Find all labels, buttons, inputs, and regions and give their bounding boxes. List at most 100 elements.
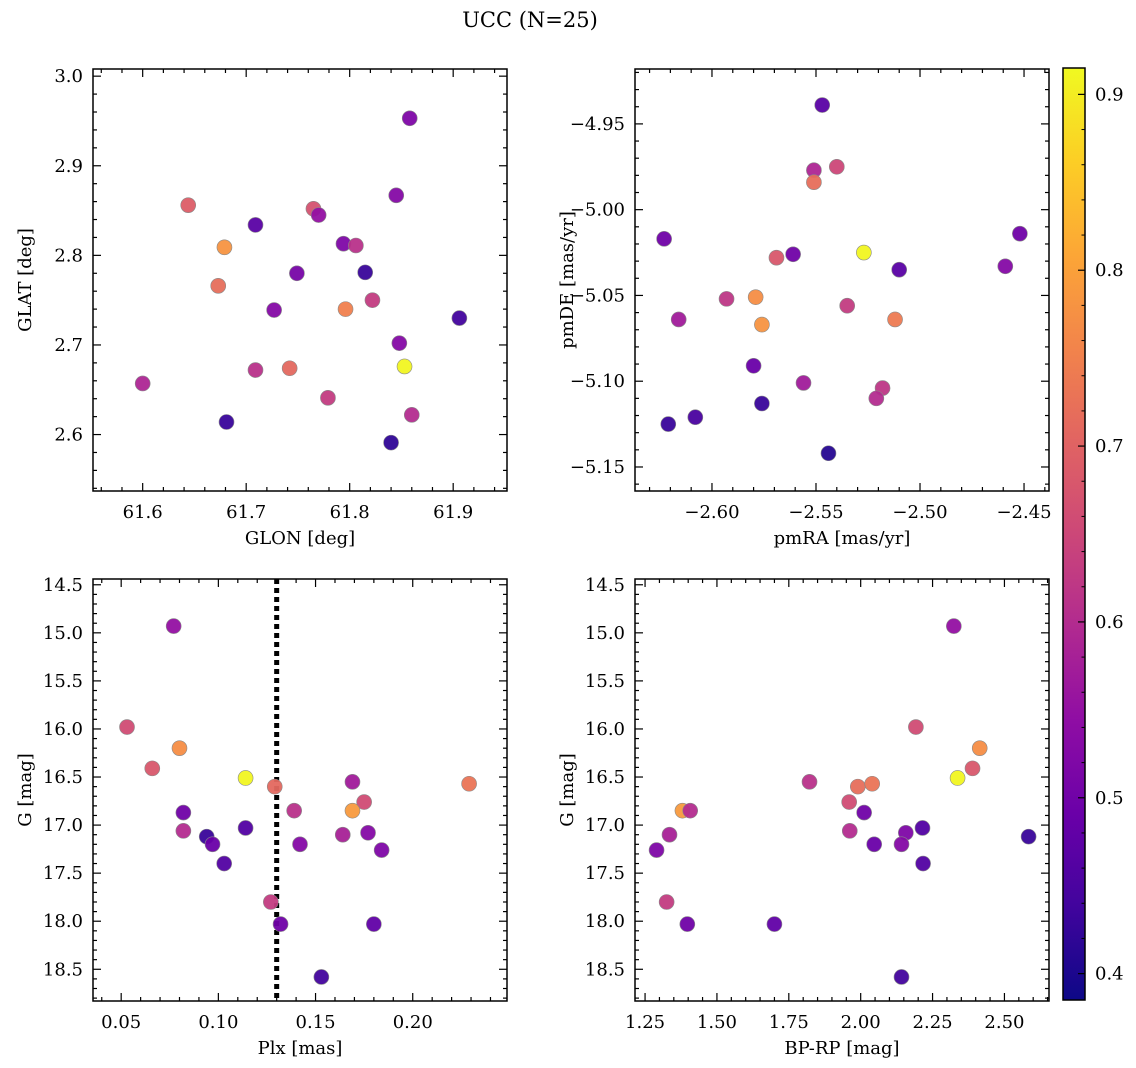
y-tick-label: 15.0 — [585, 623, 625, 644]
x-tick-label: 61.9 — [433, 502, 473, 523]
scatter-point — [266, 302, 282, 318]
x-tick-label: 0.10 — [198, 1012, 238, 1033]
x-axis-label: BP-RP [mag] — [784, 1038, 899, 1059]
scatter-point — [175, 823, 192, 839]
scatter-point — [806, 174, 822, 191]
x-axis-label: pmRA [mas/yr] — [774, 528, 911, 549]
scatter-point — [841, 823, 858, 839]
scatter-point — [180, 197, 197, 213]
x-tick-label: 61.7 — [226, 502, 266, 523]
y-axis-label: pmDE [mas/yr] — [557, 211, 578, 349]
colorbar-tick-label: 0.5 — [1095, 788, 1124, 809]
scatter-point — [165, 618, 182, 634]
scatter-point — [364, 292, 381, 308]
y-tick-label: −5.00 — [570, 200, 625, 221]
scatter-point — [839, 297, 856, 314]
colorbar-tick-label: 0.4 — [1095, 964, 1124, 985]
y-tick-label: 17.0 — [43, 815, 83, 836]
scatter-point — [866, 836, 883, 853]
scatter-point — [388, 187, 405, 204]
scatter-point — [266, 778, 283, 795]
y-tick-label: 16.0 — [43, 719, 83, 740]
scatter-point — [660, 416, 677, 432]
y-tick-label: 18.5 — [585, 959, 625, 980]
scatter-point — [971, 740, 988, 756]
scatter-point — [648, 842, 665, 858]
scatter-point — [119, 719, 135, 735]
colorbar: 0.4 0.5 0.6 0.7 0.8 0.9 — [1062, 67, 1124, 1001]
x-tick-label: 0.20 — [393, 1012, 433, 1033]
scatter-point — [964, 760, 981, 777]
axes-frame — [92, 578, 508, 1002]
scatter-panel-4: 1.25 1.50 1.75 2.00 2.25 2.50 14.5 15.0 15.5 16.0… — [557, 575, 1050, 1059]
scatter-point — [893, 969, 910, 985]
scatter-point — [670, 311, 687, 328]
scatter-point — [915, 855, 931, 872]
y-tick-label: 17.5 — [43, 863, 83, 884]
x-tick-label: 0.05 — [101, 1012, 141, 1033]
scatter-point — [144, 760, 161, 777]
scatter-point — [237, 820, 254, 836]
scatter-point — [679, 916, 696, 932]
scatter-point — [718, 291, 735, 307]
scatter-point — [841, 794, 857, 810]
scatter-point — [396, 358, 413, 375]
scatter-point — [210, 278, 227, 294]
scatter-point — [461, 775, 477, 792]
axes-frame — [92, 68, 508, 492]
scatter-point — [856, 804, 872, 821]
x-tick-label: 61.8 — [330, 502, 370, 523]
scatter-point — [891, 261, 908, 278]
x-tick-label: 2.00 — [841, 1012, 881, 1033]
scatter-point — [745, 357, 762, 374]
x-tick-label: 1.50 — [697, 1012, 737, 1033]
scatter-point — [682, 802, 699, 819]
scatter-point — [946, 618, 962, 634]
x-tick-label: 2.50 — [984, 1012, 1024, 1033]
colorbar-tick-label: 0.9 — [1095, 84, 1124, 105]
scatter-point — [661, 826, 678, 843]
scatter-point — [887, 311, 903, 328]
x-tick-label: 1.25 — [625, 1012, 665, 1033]
scatter-point — [658, 894, 675, 910]
axes-frame — [634, 578, 1050, 1002]
scatter-point — [820, 445, 837, 462]
scatter-point — [218, 414, 235, 430]
axes-frame — [634, 68, 1050, 492]
scatter-point — [401, 110, 418, 127]
y-tick-label: 2.6 — [54, 425, 83, 446]
scatter-point — [289, 265, 305, 282]
scatter-point — [383, 434, 399, 451]
scatter-point — [344, 802, 361, 819]
scatter-point — [893, 836, 910, 853]
y-tick-label: 3.0 — [54, 66, 83, 87]
axis-ticks — [635, 579, 1049, 1001]
y-tick-label: 2.8 — [54, 245, 83, 266]
scatter-point — [814, 97, 831, 113]
scatter-point — [216, 239, 233, 256]
scatter-point — [175, 804, 192, 821]
scatter-point — [344, 774, 361, 790]
y-axis-label: G [mag] — [15, 753, 36, 826]
scatter-point — [403, 407, 420, 423]
scatter-point — [868, 390, 885, 407]
scatter-point — [754, 316, 770, 333]
y-tick-label: 2.7 — [54, 335, 83, 356]
scatter-point — [949, 770, 966, 786]
scatter-point — [263, 894, 279, 910]
colorbar-tick-label: 0.6 — [1095, 612, 1124, 633]
scatter-point — [766, 916, 783, 932]
scatter-point — [281, 360, 298, 377]
y-tick-label: 15.5 — [585, 671, 625, 692]
colorbar-tick-label: 0.8 — [1095, 260, 1124, 281]
scatter-point — [656, 231, 672, 247]
scatter-point — [247, 217, 264, 233]
y-tick-label: 15.5 — [43, 671, 83, 692]
scatter-point — [850, 778, 866, 795]
x-axis-label: GLON [deg] — [245, 528, 355, 549]
scatter-point — [1012, 225, 1028, 242]
scatter-point — [204, 836, 221, 853]
scatter-point — [366, 916, 382, 932]
scatter-point — [286, 802, 302, 819]
